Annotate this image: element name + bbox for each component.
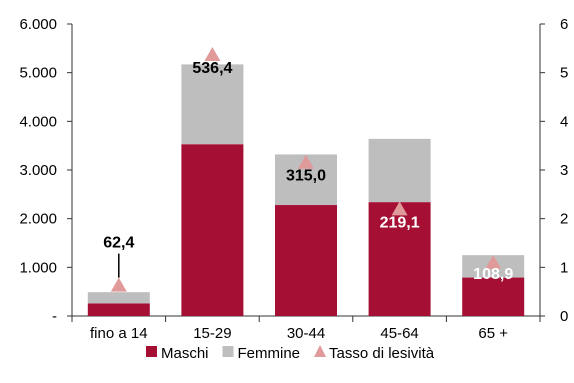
bar-maschi (275, 205, 337, 316)
y-left-tick-label: 6.000 (19, 16, 57, 33)
bar-maschi (181, 144, 244, 316)
y-right-tick-label: 4 (560, 113, 568, 130)
legend-swatch-tasso-di-lesivit- (314, 345, 327, 357)
data-label: 62,4 (103, 235, 134, 252)
data-label: 315,0 (286, 168, 326, 185)
bar-maschi (87, 303, 150, 316)
data-label: 108,9 (473, 266, 513, 283)
y-right-tick-label: 2 (560, 211, 568, 228)
bar-maschi (462, 277, 525, 316)
x-tick-label: 45-64 (380, 325, 418, 342)
legend: Maschi Femmine Tasso di lesività (146, 345, 435, 362)
y-left-tick-label: 2.000 (19, 211, 57, 228)
markers (110, 46, 502, 292)
y-left-tick-label: 4.000 (19, 113, 57, 130)
legend-label-tasso-di-lesivit-: Tasso di lesività (329, 345, 435, 362)
bar-maschi (368, 202, 431, 316)
data-label: 536,4 (192, 60, 232, 77)
y-left-tick-label: - (52, 308, 57, 325)
y-left-tick-label: 3.000 (19, 162, 57, 179)
data-labels: 62,4 536,4 315,0 219,1 108,9 (103, 60, 513, 283)
y-right-tick-label: 0 (560, 308, 568, 325)
x-tick-label: 15-29 (193, 325, 231, 342)
marker-tasso-di-lesivita (485, 255, 502, 270)
marker-tasso-di-lesivita (391, 201, 408, 216)
legend-swatch-femmine (222, 346, 234, 357)
x-tick-label: fino a 14 (90, 325, 148, 342)
data-label: 219,1 (380, 214, 420, 231)
legend-label-femmine: Femmine (238, 345, 301, 362)
x-tick-label: 30-44 (287, 325, 325, 342)
y-right-tick-label: 3 (560, 162, 568, 179)
y-left-tick-label: 5.000 (19, 65, 57, 82)
legend-label-maschi: Maschi (161, 345, 209, 362)
bars (87, 64, 525, 316)
bar-femmine (87, 292, 150, 304)
marker-tasso-di-lesivita (110, 277, 127, 292)
bar-femmine (181, 64, 244, 145)
legend-swatch-maschi (146, 346, 157, 357)
y-right-tick-label: 6 (560, 16, 568, 33)
axes: - 1.000 2.000 3.000 4.000 5.000 6.000 0 1 2 3 4 5 6 fi… (19, 16, 568, 342)
marker-tasso-di-lesivita (298, 154, 314, 169)
y-right-tick-label: 5 (560, 65, 568, 82)
bar-femmine (368, 138, 431, 203)
y-right-tick-label: 1 (560, 259, 568, 276)
y-left-tick-label: 1.000 (19, 259, 57, 276)
x-tick-label: 65 + (478, 325, 508, 342)
marker-tasso-di-lesivita (204, 46, 221, 61)
